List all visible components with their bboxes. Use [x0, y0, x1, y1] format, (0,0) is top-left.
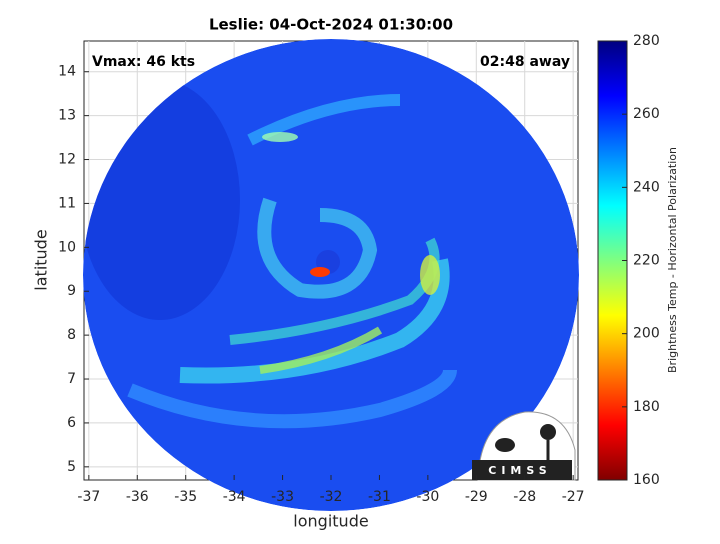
satellite-image: [83, 39, 579, 511]
colorbar-label: Brightness Temp - Horizontal Polarizatio…: [666, 147, 679, 373]
x-tick-label: -28: [513, 489, 536, 505]
x-tick-label: -33: [271, 489, 294, 505]
x-tick-label: -31: [368, 489, 391, 505]
colorbar-tick-label: 280: [633, 33, 660, 49]
annotation: 02:48 away: [480, 54, 570, 70]
x-tick-label: -30: [416, 489, 439, 505]
colorbar-tick-label: 180: [633, 399, 660, 415]
x-tick-label: -34: [223, 489, 246, 505]
colorbar-tick-label: 200: [633, 326, 660, 342]
colorbar-tick-label: 160: [633, 472, 660, 488]
y-tick-label: 6: [67, 415, 76, 431]
y-tick-label: 7: [67, 371, 76, 387]
x-tick-label: -32: [320, 489, 343, 505]
annotation: Vmax: 46 kts: [92, 54, 195, 70]
y-tick-label: 8: [67, 327, 76, 343]
colorbar-tick-label: 260: [633, 106, 660, 122]
x-axis-label: longitude: [293, 512, 368, 531]
y-tick-label: 10: [58, 239, 76, 255]
logo-text: CIMSS: [488, 464, 551, 477]
y-tick-label: 9: [67, 283, 76, 299]
y-tick-label: 14: [58, 64, 76, 80]
logo: CIMSS: [472, 411, 576, 481]
x-tick-label: -36: [126, 489, 149, 505]
x-tick-label: -29: [465, 489, 488, 505]
colorbar-tick-label: 240: [633, 179, 660, 195]
colorbar-tick-label: 220: [633, 253, 660, 269]
y-tick-label: 13: [58, 108, 76, 124]
y-axis-label: latitude: [32, 229, 51, 290]
y-tick-label: 11: [58, 195, 76, 211]
y-tick-label: 12: [58, 152, 76, 168]
x-tick-label: -27: [562, 489, 585, 505]
chart-title: Leslie: 04-Oct-2024 01:30:00: [209, 16, 453, 34]
x-tick-label: -35: [174, 489, 197, 505]
y-tick-label: 5: [67, 459, 76, 475]
x-tick-label: -37: [77, 489, 100, 505]
